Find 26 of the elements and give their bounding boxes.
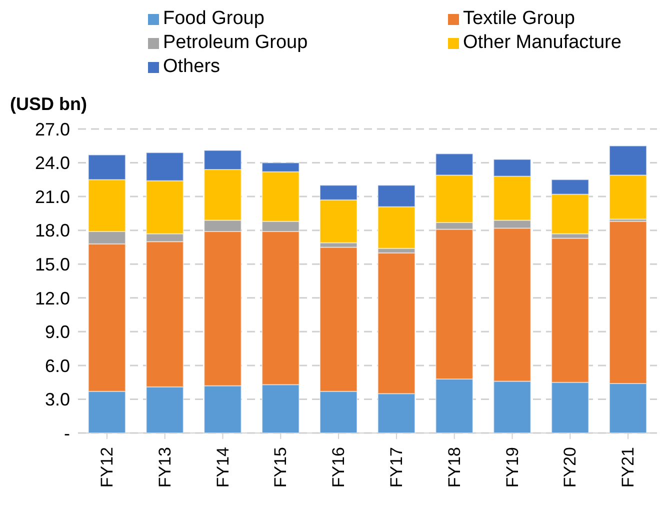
x-tick-label: FY21	[618, 447, 638, 488]
x-tick-label: FY14	[213, 447, 232, 488]
x-tick-label: FY19	[502, 447, 522, 488]
x-tick-label: FY16	[329, 447, 348, 488]
x-tick-label: FY17	[386, 447, 406, 488]
x-tick-label: FY20	[560, 447, 580, 488]
y-tick-label: 27.0	[34, 119, 70, 140]
x-tick-label: FY18	[444, 447, 464, 488]
y-tick-label: 3.0	[44, 390, 70, 410]
y-tick-label: 21.0	[34, 186, 70, 207]
y-tick-label: -	[64, 423, 70, 444]
y-tick-label: 24.0	[34, 153, 70, 174]
x-tick-label: FY12	[97, 447, 116, 488]
x-tick-label: FY15	[271, 447, 290, 488]
y-tick-label: 9.0	[44, 322, 70, 342]
y-axis-title: (USD bn)	[10, 94, 88, 115]
legend-label: Others	[163, 56, 220, 78]
y-tick-label: 6.0	[44, 356, 70, 376]
y-tick-label: 18.0	[34, 220, 70, 241]
legend-label: Other Manufacture	[463, 32, 622, 54]
legend-label: Textile Group	[463, 8, 575, 30]
legend-label: Food Group	[163, 8, 264, 30]
y-tick-label: 12.0	[34, 288, 70, 308]
legend-label: Petroleum Group	[163, 32, 308, 54]
x-tick-label: FY13	[155, 447, 174, 488]
y-tick-label: 15.0	[34, 254, 70, 274]
